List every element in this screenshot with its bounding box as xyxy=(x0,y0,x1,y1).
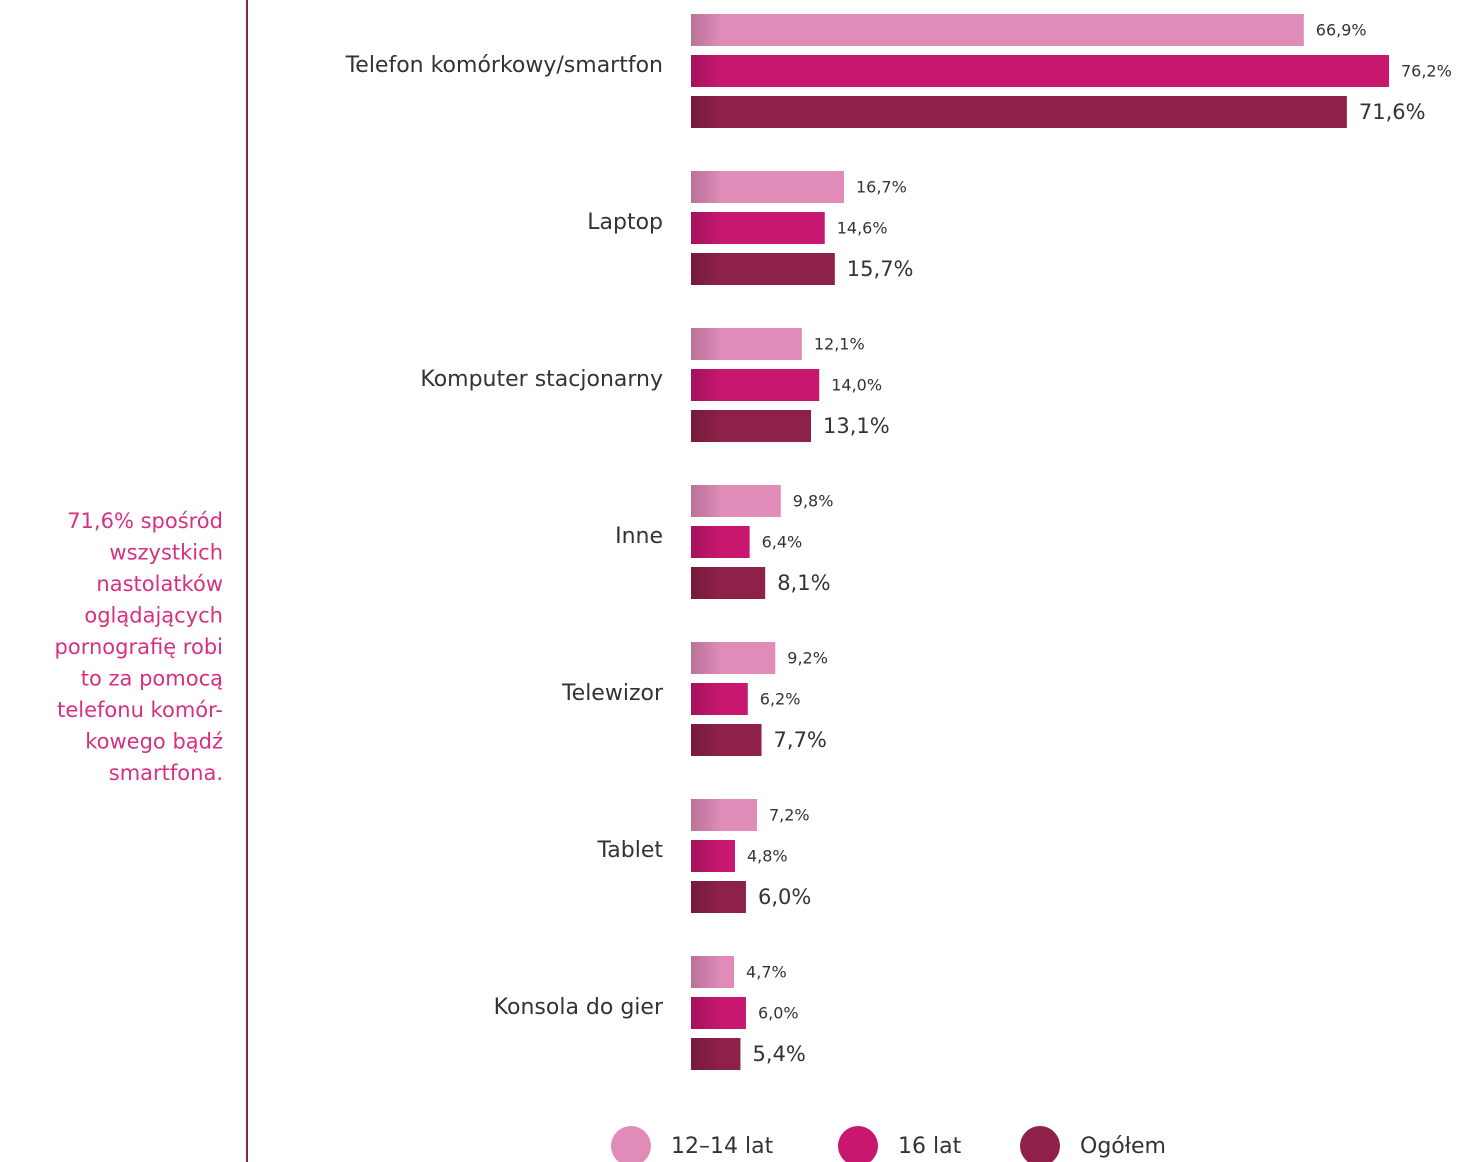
category-label: Telewizor xyxy=(561,681,664,706)
value-label: 6,4% xyxy=(762,533,803,552)
legend-label: 16 lat xyxy=(898,1134,962,1159)
bar-shade xyxy=(691,171,721,203)
legend-swatch xyxy=(838,1126,878,1162)
legend-swatch xyxy=(1020,1126,1060,1162)
value-label: 9,8% xyxy=(793,492,834,511)
annotation: nastolatków xyxy=(96,572,223,596)
bar-shade xyxy=(691,485,721,517)
annotation: smartfona. xyxy=(109,761,223,785)
category-label: Inne xyxy=(615,524,663,549)
bar xyxy=(691,14,1304,46)
legend-label: Ogółem xyxy=(1080,1134,1166,1159)
bar-shade xyxy=(691,683,721,715)
value-label: 4,8% xyxy=(747,847,788,866)
value-label: 71,6% xyxy=(1359,100,1426,124)
legend-label: 12–14 lat xyxy=(671,1134,774,1159)
value-label: 14,0% xyxy=(831,376,882,395)
bar xyxy=(691,55,1389,87)
value-label: 6,0% xyxy=(758,1004,799,1023)
bar-shade xyxy=(691,410,721,442)
value-label: 15,7% xyxy=(847,257,914,281)
bar-shade xyxy=(691,253,721,285)
value-label: 4,7% xyxy=(746,963,787,982)
bar-shade xyxy=(691,799,721,831)
bar xyxy=(691,96,1347,128)
bar-shade xyxy=(691,96,721,128)
annotation: wszystkich xyxy=(109,541,223,565)
bar-shade xyxy=(691,1038,721,1070)
annotation: pornografię robi xyxy=(55,635,223,659)
annotation: telefonu komór- xyxy=(57,698,223,722)
bar-shade xyxy=(691,567,721,599)
bar-shade xyxy=(691,212,721,244)
bar-shade xyxy=(691,328,721,360)
bar-shade xyxy=(691,55,721,87)
value-label: 5,4% xyxy=(752,1042,805,1066)
bar-shade xyxy=(691,14,721,46)
bar-shade xyxy=(691,840,721,872)
annotation: to za pomocą xyxy=(81,667,223,691)
annotation: 71,6% spośród xyxy=(67,509,223,533)
bar-shade xyxy=(691,369,721,401)
value-label: 14,6% xyxy=(837,219,888,238)
value-label: 12,1% xyxy=(814,335,865,354)
value-label: 76,2% xyxy=(1401,62,1452,81)
bar-shade xyxy=(691,881,721,913)
value-label: 9,2% xyxy=(787,649,828,668)
category-label: Komputer stacjonarny xyxy=(420,367,663,392)
value-label: 66,9% xyxy=(1316,21,1367,40)
value-label: 8,1% xyxy=(777,571,830,595)
value-label: 6,2% xyxy=(760,690,801,709)
category-label: Tablet xyxy=(596,838,663,863)
value-label: 16,7% xyxy=(856,178,907,197)
legend-swatch xyxy=(611,1126,651,1162)
value-label: 13,1% xyxy=(823,414,890,438)
category-label: Telefon komórkowy/smartfon xyxy=(345,53,663,78)
annotation: kowego bądź xyxy=(85,730,223,754)
bar-shade xyxy=(691,724,721,756)
bar-shade xyxy=(691,526,721,558)
bar-shade xyxy=(691,956,721,988)
value-label: 7,7% xyxy=(774,728,827,752)
annotation: oglądających xyxy=(84,604,223,628)
value-label: 7,2% xyxy=(769,806,810,825)
category-label: Laptop xyxy=(587,210,663,235)
value-label: 6,0% xyxy=(758,885,811,909)
category-label: Konsola do gier xyxy=(494,995,664,1020)
bar-shade xyxy=(691,997,721,1029)
bar-shade xyxy=(691,642,721,674)
